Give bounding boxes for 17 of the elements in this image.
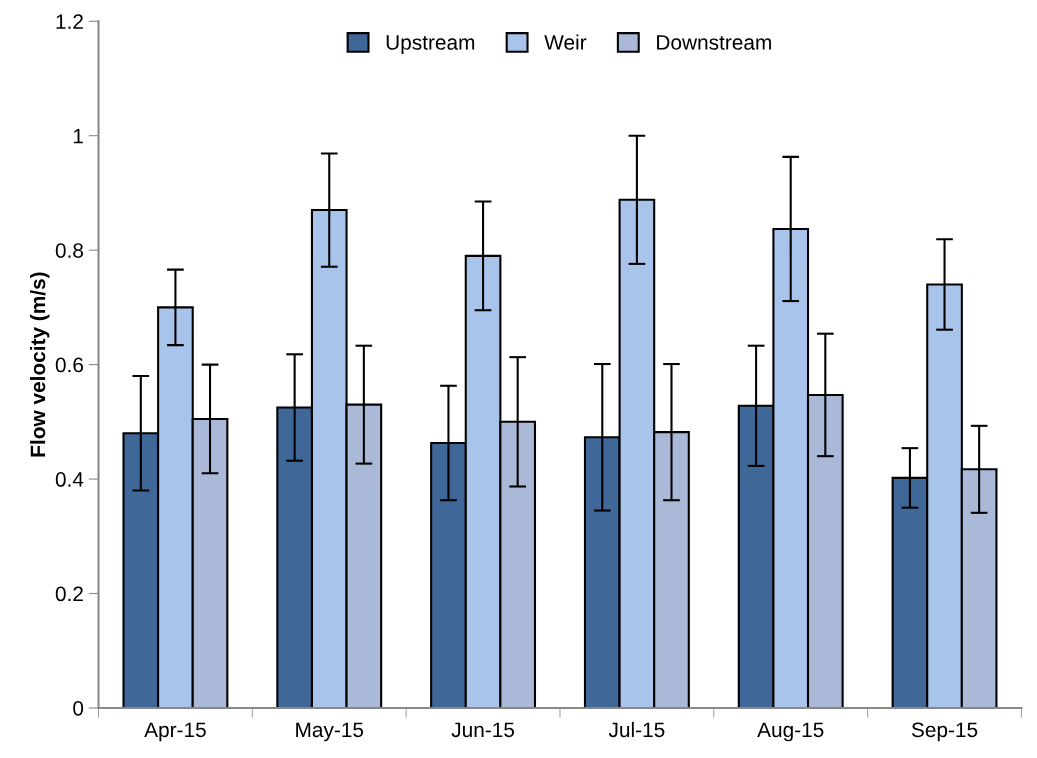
y-axis-title: Flow velocity (m/s) bbox=[30, 272, 50, 457]
legend-label: Upstream bbox=[386, 35, 475, 54]
x-tick-label: Aug-15 bbox=[757, 722, 824, 742]
x-tick-label: May-15 bbox=[296, 722, 364, 742]
y-tick-label: 0 bbox=[73, 700, 84, 716]
y-tick-label: 0.6 bbox=[55, 357, 84, 373]
legend-label: Weir bbox=[544, 34, 587, 50]
y-tick-label: 0.2 bbox=[55, 586, 83, 602]
y-tick-label: 0.4 bbox=[55, 472, 84, 487]
x-tick-label: Apr-15 bbox=[144, 722, 206, 742]
y-tick-label: 1 bbox=[73, 128, 83, 144]
x-tick-label: Jul-15 bbox=[608, 721, 665, 738]
y-tick-label: 1.2 bbox=[56, 14, 83, 29]
y-tick-label: 0.8 bbox=[55, 243, 84, 258]
x-tick-label: Jun-15 bbox=[451, 722, 515, 738]
x-tick-label: Sep-15 bbox=[911, 722, 978, 742]
legend-label: Downstream bbox=[657, 35, 771, 50]
